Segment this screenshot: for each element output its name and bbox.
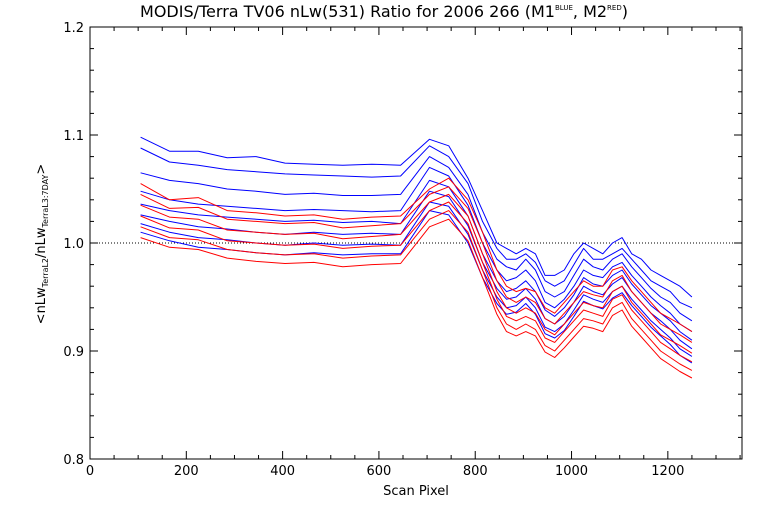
series-line-m1-8	[140, 210, 693, 364]
chart-title: MODIS/Terra TV06 nLw(531) Ratio for 2006…	[140, 2, 628, 21]
x-tick-label: 400	[270, 464, 295, 479]
y-tick-label: 1.1	[63, 129, 84, 144]
x-tick-label: 0	[86, 464, 94, 479]
series-layer	[140, 136, 693, 379]
series-line-m2-14	[140, 218, 693, 379]
series-line-m2-10	[140, 186, 693, 343]
series-line-m1-2	[140, 145, 693, 309]
series-line-m1-3	[140, 156, 693, 322]
x-axis-label: Scan Pixel	[383, 484, 449, 499]
y-tick-label: 1.0	[63, 237, 84, 252]
series-line-m2-9	[140, 177, 693, 333]
series-line-m2-11	[140, 193, 693, 354]
x-tick-label: 200	[174, 464, 199, 479]
series-line-m2-12	[140, 201, 693, 363]
x-tick-label: 800	[463, 464, 488, 479]
x-tick-label: 1200	[651, 464, 684, 479]
y-tick-label: 1.2	[63, 21, 84, 36]
axes-layer: 0 200 400 600 800 1000 1200 0.8 0.9 1.0 1.1 1.2	[63, 21, 743, 479]
y-axis-label: <nLwTerraL2/nLwTerraL3:7DAY>	[34, 163, 50, 325]
y-tick-label: 0.8	[63, 453, 84, 468]
plot-frame	[89, 26, 743, 460]
series-line-m1-1	[140, 136, 693, 298]
x-tick-label: 1000	[555, 464, 588, 479]
series-line-m1-4	[140, 166, 693, 333]
y-tick-label: 0.9	[63, 345, 84, 360]
x-tick-label: 600	[367, 464, 392, 479]
series-line-m2-13	[140, 210, 693, 371]
series-line-m1-5	[140, 179, 693, 341]
